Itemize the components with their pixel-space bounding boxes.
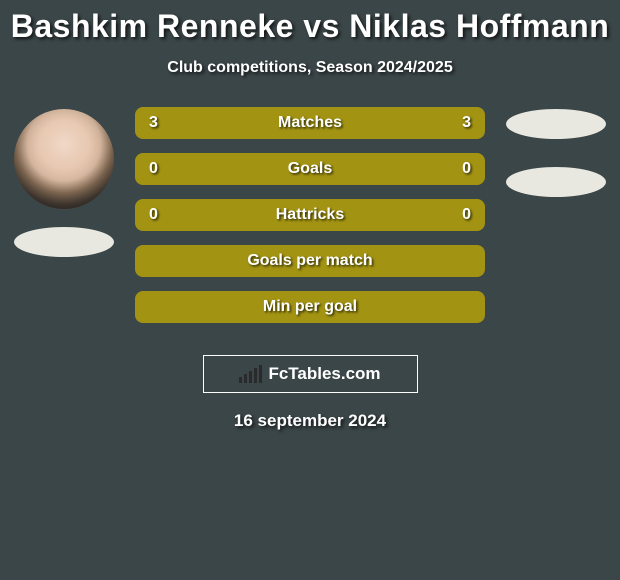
content-area: 3Matches3 0Goals0 0Hattricks0 Goals per mat… [0, 107, 620, 337]
stat-label: Goals [135, 160, 485, 178]
stat-bar: 0Goals0 [135, 153, 485, 185]
stat-bar: Min per goal [135, 291, 485, 323]
stat-label: Hattricks [135, 206, 485, 224]
player-left-logo-placeholder [14, 227, 114, 257]
player-left-avatar [14, 109, 114, 209]
page-title: Bashkim Renneke vs Niklas Hoffmann [0, 8, 620, 45]
stat-bar: Goals per match [135, 245, 485, 277]
stat-bar: 3Matches3 [135, 107, 485, 139]
bars-chart-icon [239, 365, 262, 383]
branding-box[interactable]: FcTables.com [203, 355, 418, 393]
stat-label: Matches [135, 114, 485, 132]
stat-bar: 0Hattricks0 [135, 199, 485, 231]
comparison-card: Bashkim Renneke vs Niklas Hoffmann Club … [0, 0, 620, 580]
stat-label: Goals per match [135, 252, 485, 270]
subtitle: Club competitions, Season 2024/2025 [0, 59, 620, 77]
player-right-avatar-placeholder [506, 109, 606, 139]
stat-bars: 3Matches3 0Goals0 0Hattricks0 Goals per mat… [135, 107, 485, 337]
player-left-column [4, 107, 124, 257]
player-right-logo-placeholder [506, 167, 606, 197]
branding-label: FcTables.com [268, 364, 380, 384]
player-right-column [496, 107, 616, 197]
stat-label: Min per goal [135, 298, 485, 316]
date-label: 16 september 2024 [0, 411, 620, 431]
